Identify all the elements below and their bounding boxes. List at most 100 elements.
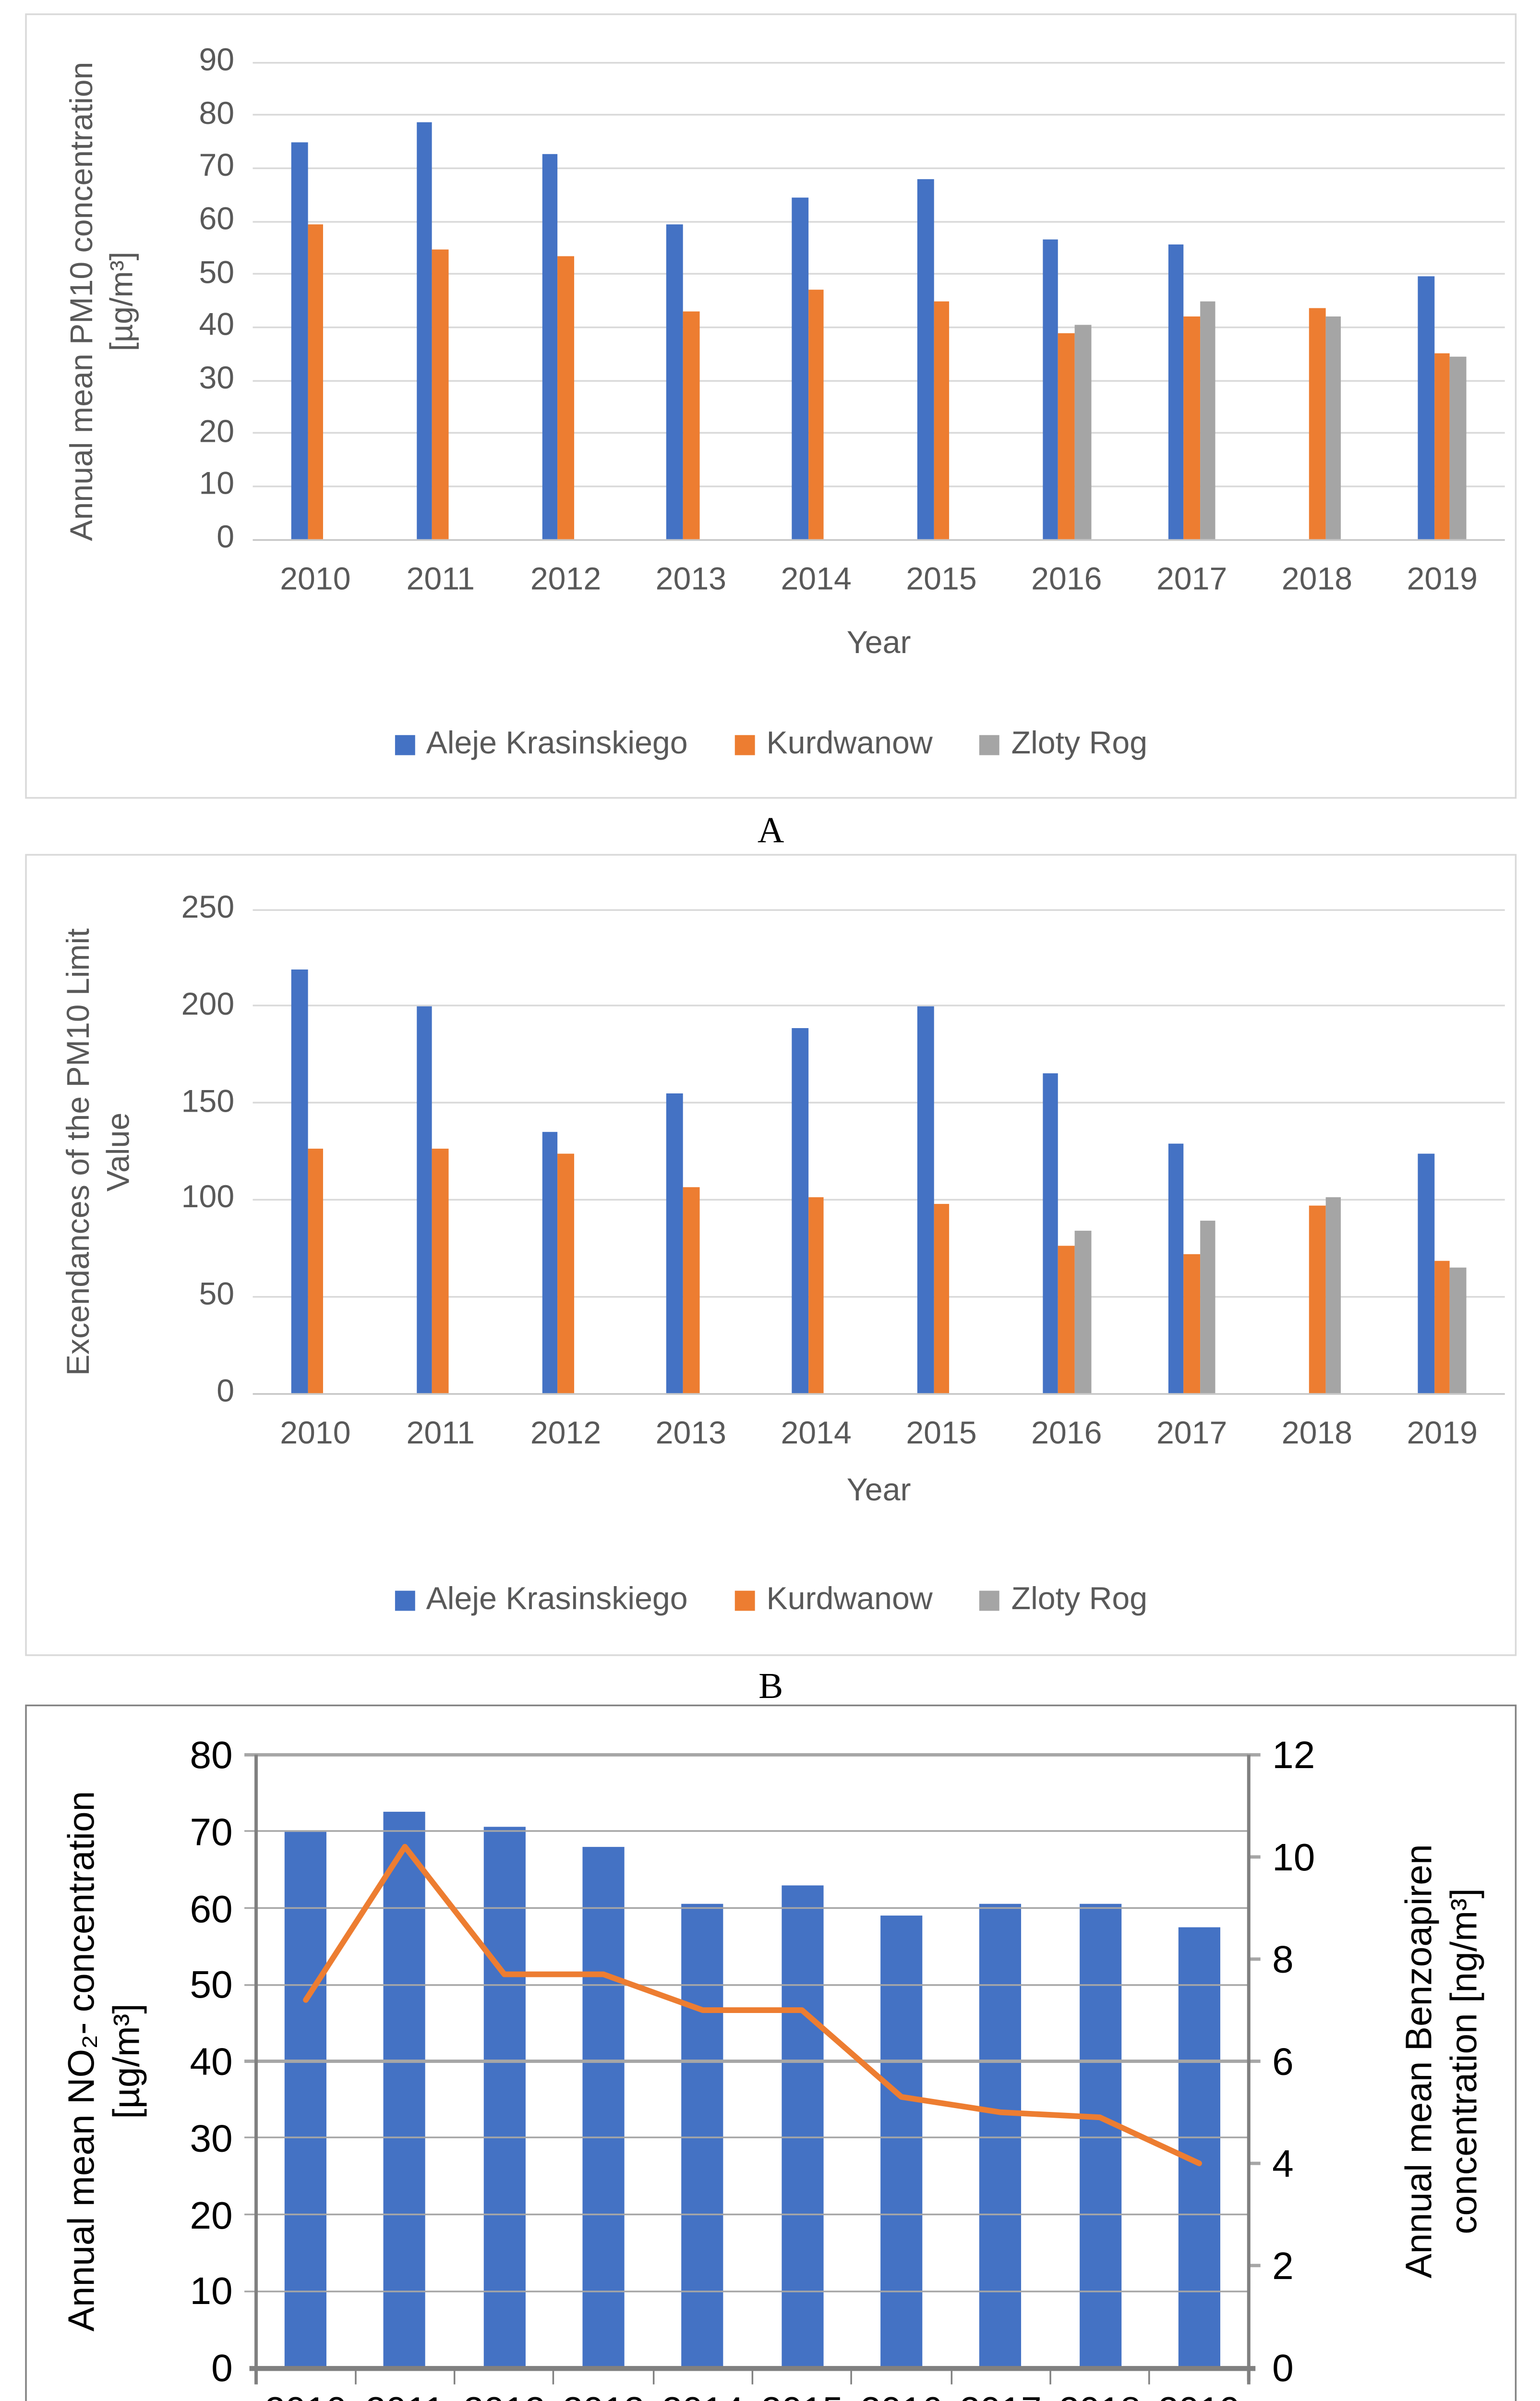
legend-label: Kurdwanow xyxy=(766,1582,933,1618)
bar-aleje-krasinskiego-2010 xyxy=(291,969,308,1394)
y-axis-tick-label: 80 xyxy=(199,97,235,132)
legend-swatch-icon xyxy=(394,735,415,755)
secondary-y-axis-tick-label: 6 xyxy=(1272,2039,1294,2083)
x-axis-tick-label: 2015 xyxy=(906,562,977,598)
x-axis-tick xyxy=(851,2370,853,2384)
gridline xyxy=(256,1983,1249,1986)
legend-item: Kurdwanow xyxy=(734,727,933,764)
x-axis-tick-label: 2016 xyxy=(1031,562,1102,598)
bar-aleje-krasinskiego-2019 xyxy=(1418,1153,1434,1394)
bar-aleje-krasinskiego-2015 xyxy=(917,178,934,539)
gridline xyxy=(256,1754,1249,1756)
bar-kurdwanow-2014 xyxy=(808,290,824,539)
bar-kurdwanow-2012 xyxy=(557,255,574,539)
gridline xyxy=(253,1102,1505,1104)
x-axis-tick-label: 2015 xyxy=(906,1416,977,1452)
y-axis-title: Annual mean NO₂- concentration [µg/m³] xyxy=(60,1791,147,2332)
secondary-y-axis-tick xyxy=(1249,1754,1261,1756)
secondary-y-axis-tick-label: 12 xyxy=(1272,1733,1315,1777)
bar-kurdwanow-2010 xyxy=(307,1149,324,1394)
x-axis-tick-label: 2013 xyxy=(554,2389,653,2401)
x-axis-line xyxy=(249,2365,1256,2370)
x-axis-title: Year xyxy=(846,626,911,662)
bar-aleje-krasinskiego-2011 xyxy=(416,1006,433,1394)
y-axis-tick-label: 200 xyxy=(181,987,235,1023)
y-axis-tick xyxy=(244,1983,256,1986)
x-axis-tick xyxy=(1248,2370,1250,2384)
x-axis-tick xyxy=(255,2370,257,2384)
secondary-y-axis-tick-label: 2 xyxy=(1272,2243,1294,2288)
bar-no2-2015 xyxy=(781,1885,823,2368)
gridline xyxy=(253,61,1505,63)
bar-kurdwanow-2018 xyxy=(1309,1205,1325,1394)
y-axis-tick-label: 10 xyxy=(190,2269,233,2313)
bar-aleje-krasinskiego-2017 xyxy=(1167,1143,1184,1394)
legend-swatch-icon xyxy=(394,1590,415,1611)
x-axis-line xyxy=(253,1392,1505,1394)
gridline xyxy=(253,1199,1505,1200)
bar-kurdwanow-2019 xyxy=(1434,353,1451,539)
bar-zloty-rog-2017 xyxy=(1200,300,1216,539)
bar-kurdwanow-2010 xyxy=(307,223,324,539)
gridline xyxy=(253,326,1505,328)
y-axis-tick-label: 30 xyxy=(190,2116,233,2160)
x-axis-tick xyxy=(453,2370,456,2384)
x-axis-tick-label: 2014 xyxy=(653,2389,753,2401)
bar-kurdwanow-2016 xyxy=(1059,1246,1075,1394)
y-axis-tick-label: 50 xyxy=(199,1278,235,1313)
y-axis-tick-label: 50 xyxy=(190,1963,233,2007)
bar-zloty-rog-2019 xyxy=(1450,1267,1467,1394)
x-axis-tick-label: 2015 xyxy=(752,2389,852,2401)
y-axis-tick-label: 60 xyxy=(190,1886,233,1930)
y-axis-tick xyxy=(244,2213,256,2216)
bar-kurdwanow-2011 xyxy=(432,250,449,539)
gridline xyxy=(253,167,1505,169)
legend-label: Aleje Krasinskiego xyxy=(426,1582,688,1618)
bar-no2-2011 xyxy=(384,1812,426,2368)
bar-aleje-krasinskiego-2016 xyxy=(1042,1074,1059,1394)
bar-zloty-rog-2019 xyxy=(1450,356,1467,539)
panel-chart-b: 0 50 100 150 200 250 2010 2011 2012 2013 2014 2015 2… xyxy=(25,854,1517,1656)
x-axis-title: Year xyxy=(846,1473,911,1509)
legend-label: Zloty Rog xyxy=(1011,727,1148,762)
gridline xyxy=(256,1830,1249,1832)
x-axis-tick-label: 2016 xyxy=(1031,1416,1102,1452)
y-axis-tick-label: 0 xyxy=(211,2346,233,2389)
y-axis-tick-label: 0 xyxy=(217,521,235,556)
x-axis-tick xyxy=(950,2370,952,2384)
gridline xyxy=(253,485,1505,487)
y-axis-tick-label: 150 xyxy=(181,1084,235,1120)
y-axis-tick-label: 250 xyxy=(181,891,235,926)
gridline xyxy=(256,1907,1249,1909)
x-axis-tick-label: 2012 xyxy=(530,1416,602,1452)
y-axis-tick-label: 0 xyxy=(217,1374,235,1410)
legend-item: Aleje Krasinskiego xyxy=(394,1582,688,1619)
y-axis-tick-label: 80 xyxy=(190,1733,233,1777)
x-axis-tick-label: 2012 xyxy=(530,562,602,598)
y-axis-title: Excendances of the PM10 Limit Value xyxy=(62,927,137,1375)
bar-zloty-rog-2017 xyxy=(1200,1221,1216,1394)
y-axis-tick-label: 20 xyxy=(199,414,235,450)
bar-no2-2013 xyxy=(582,1846,625,2368)
bar-kurdwanow-2017 xyxy=(1183,1253,1200,1394)
bar-aleje-krasinskiego-2017 xyxy=(1167,244,1184,539)
x-axis-tick-label: 2014 xyxy=(781,562,852,598)
bar-kurdwanow-2017 xyxy=(1183,316,1200,539)
bar-aleje-krasinskiego-2015 xyxy=(917,1006,934,1394)
x-axis-tick-label: 2013 xyxy=(655,1416,727,1452)
y-axis-tick-label: 70 xyxy=(199,149,235,185)
x-axis-tick-label: 2012 xyxy=(455,2389,554,2401)
x-axis-tick xyxy=(652,2370,654,2384)
legend-item: Aleje Krasinskiego xyxy=(394,727,688,764)
secondary-y-axis-tick xyxy=(1249,1855,1261,1858)
bar-kurdwanow-2015 xyxy=(933,300,950,539)
y-axis-tick-label: 20 xyxy=(190,2193,233,2236)
x-axis-tick-label: 2016 xyxy=(852,2389,951,2401)
y-axis-tick xyxy=(244,2290,256,2292)
x-axis-tick-label: 2018 xyxy=(1050,2389,1150,2401)
bar-aleje-krasinskiego-2014 xyxy=(792,197,808,539)
y-axis-tick-label: 50 xyxy=(199,255,235,291)
bar-kurdwanow-2015 xyxy=(933,1203,950,1394)
caption-b: B xyxy=(758,1664,783,1707)
bar-kurdwanow-2016 xyxy=(1059,332,1075,539)
